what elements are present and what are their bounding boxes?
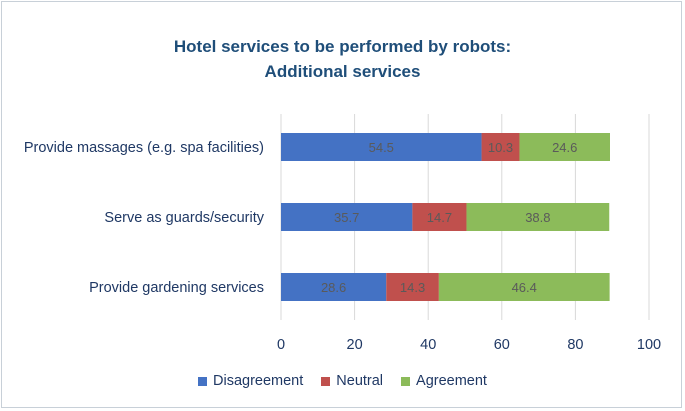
legend-swatch-neutral: [321, 376, 331, 386]
bar-guards-agreement: [466, 203, 610, 231]
bar-gardening-agreement: [438, 273, 610, 301]
data-label-guards-neutral: 14.7: [427, 210, 452, 225]
data-label-guards-disagreement: 35.7: [334, 210, 359, 225]
x-tick-label-60: 60: [494, 337, 510, 353]
data-label-guards-agreement: 38.8: [525, 210, 550, 225]
bar-guards-disagreement: [281, 203, 413, 231]
category-label-guards: Serve as guards/security: [104, 210, 264, 226]
data-label-massages-disagreement: 54.5: [369, 140, 394, 155]
legend-item-disagreement: Disagreement: [198, 373, 303, 389]
category-label-gardening: Provide gardening services: [89, 280, 264, 296]
category-label-massages: Provide massages (e.g. spa facilities): [24, 140, 264, 156]
chart-title-line-2: Additional services: [264, 62, 421, 81]
bar-massages-agreement: [519, 133, 610, 161]
x-tick-label-100: 100: [637, 337, 661, 353]
legend-label-neutral: Neutral: [336, 373, 384, 389]
legend-label-disagreement: Disagreement: [213, 373, 304, 389]
legend-swatch-agreement: [401, 376, 411, 386]
x-tick-label-0: 0: [277, 337, 285, 353]
bar-massages-disagreement: [281, 133, 482, 161]
legend: Disagreement Neutral Agreement: [0, 373, 685, 389]
data-label-massages-agreement: 24.6: [552, 140, 577, 155]
data-label-gardening-disagreement: 28.6: [321, 280, 346, 295]
legend-swatch-disagreement: [198, 376, 208, 386]
x-tick-label-40: 40: [420, 337, 436, 353]
data-label-massages-neutral: 10.3: [488, 140, 513, 155]
legend-item-neutral: Neutral: [321, 373, 383, 389]
bar-guards-neutral: [412, 203, 467, 231]
chart-title-line-1: Hotel services to be performed by robots…: [173, 37, 512, 56]
x-tick-label-80: 80: [567, 337, 583, 353]
bar-massages-neutral: [481, 133, 520, 161]
chart-title: Hotel services to be performed by robots…: [0, 34, 685, 84]
legend-label-agreement: Agreement: [416, 373, 487, 389]
bar-gardening-disagreement: [281, 273, 387, 301]
data-label-gardening-agreement: 46.4: [512, 280, 537, 295]
legend-item-agreement: Agreement: [401, 373, 487, 389]
x-tick-label-20: 20: [347, 337, 363, 353]
bar-gardening-neutral: [386, 273, 439, 301]
data-label-gardening-neutral: 14.3: [400, 280, 425, 295]
